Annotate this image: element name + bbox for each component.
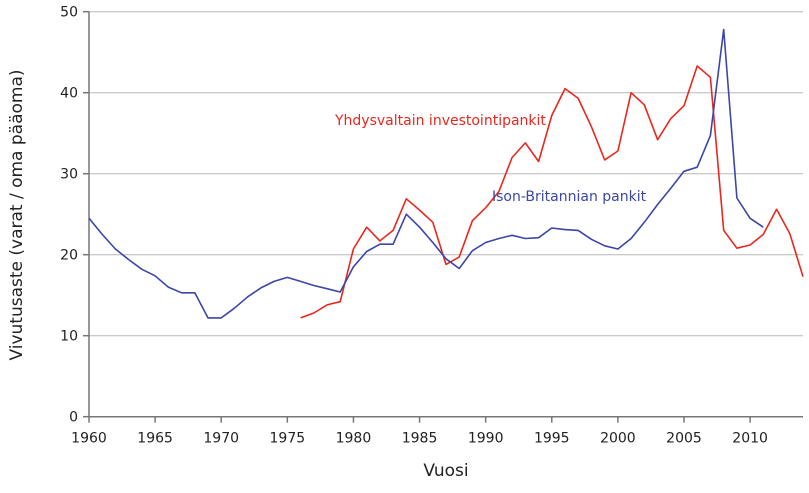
- x-tick-label: 1970: [203, 431, 239, 447]
- x-tick-label: 1985: [402, 431, 438, 447]
- series-line-us-investment-banks: [300, 65, 804, 319]
- series-lines: [88, 28, 804, 319]
- x-tick-label: 1995: [534, 431, 570, 447]
- gridlines: [89, 11, 803, 337]
- series-label-us-investment-banks: Yhdysvaltain investointipankit: [334, 113, 546, 129]
- y-tick-label: 0: [69, 410, 78, 426]
- x-tick-label: 1980: [336, 431, 372, 447]
- x-tick-label: 2010: [732, 431, 768, 447]
- x-tick-label: 1990: [468, 431, 504, 447]
- y-tick-label: 10: [60, 329, 78, 345]
- x-tick-label: 1965: [137, 431, 173, 447]
- x-tick-label: 1975: [270, 431, 306, 447]
- x-axis-ticks: 1960 1965 1970 1975 1980 1985 1990 1995 2000 2005…: [71, 415, 803, 447]
- x-axis-label: Vuosi: [423, 461, 468, 481]
- series-label-uk-banks: Ison-Britannian pankit: [492, 189, 647, 205]
- y-tick-label: 20: [60, 248, 78, 264]
- x-tick-label: 2000: [600, 431, 636, 447]
- y-tick-label: 30: [60, 167, 78, 183]
- x-tick-label: 1960: [71, 431, 107, 447]
- series-line-uk-banks: [88, 28, 764, 319]
- y-axis-ticks: 0 10 20 30 40 50: [60, 5, 90, 426]
- x-tick-label: 2005: [666, 431, 702, 447]
- y-tick-label: 50: [60, 5, 78, 21]
- y-tick-label: 40: [60, 86, 78, 102]
- y-axis-label: Vivutusaste (varat / oma pääoma): [7, 69, 27, 360]
